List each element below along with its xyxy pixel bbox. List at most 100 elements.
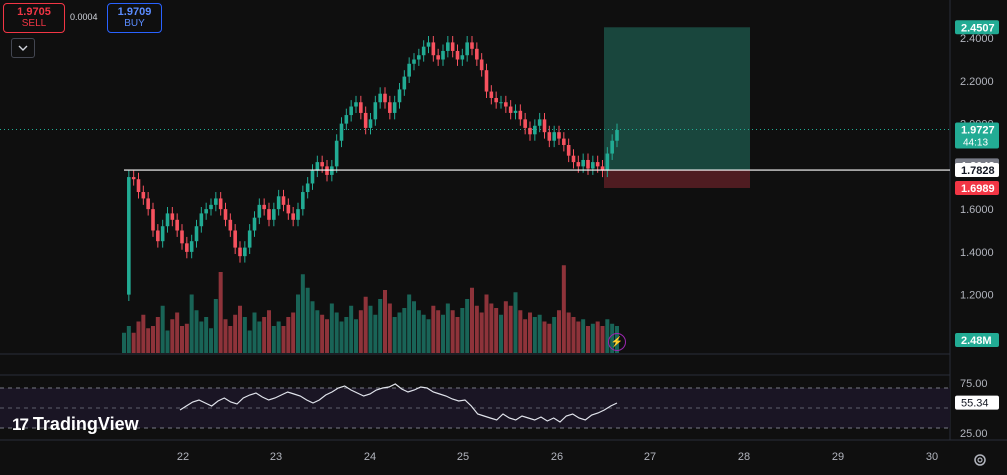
volume-bar (383, 290, 387, 353)
volume-bar (218, 272, 223, 353)
candle (194, 226, 199, 242)
lightning-icon[interactable]: ⚡ (608, 333, 626, 351)
volume-bar (600, 326, 605, 353)
position-tool[interactable] (0, 27, 950, 188)
time-tick-label: 30 (926, 451, 938, 463)
volume-bar (334, 312, 339, 353)
candle (383, 93, 387, 103)
volume-badge-label: 2.48M (961, 335, 992, 347)
stop-zone (604, 170, 750, 188)
candle (581, 159, 585, 167)
sell-label: SELL (21, 18, 47, 29)
candle (407, 63, 411, 77)
candle (276, 196, 281, 210)
candle (513, 110, 518, 113)
price-axis[interactable]: 2.60002.40002.20002.00001.80001.60001.40… (955, 0, 999, 440)
volume-bar (402, 308, 407, 353)
candle (610, 140, 614, 154)
candle (373, 102, 378, 120)
candle (156, 230, 160, 242)
rsi-indicator-pane[interactable] (0, 383, 950, 429)
volume-bar (160, 305, 165, 353)
rsi-tick-label: 75.00 (960, 378, 988, 390)
volume-bar (141, 314, 146, 353)
candle (431, 42, 436, 56)
candle (571, 155, 576, 163)
price-badge-label: 2.4507 (961, 22, 995, 34)
time-tick-label: 23 (270, 451, 282, 463)
volume-bar (576, 321, 581, 353)
time-tick-label: 22 (177, 451, 189, 463)
rsi-value-label: 55.34 (961, 398, 989, 410)
volume-bar (445, 303, 450, 353)
candle (320, 162, 324, 167)
volume-bar (586, 326, 590, 353)
volume-bar (412, 301, 416, 353)
volume-bar (537, 314, 542, 353)
candle (533, 125, 537, 135)
candle (417, 55, 421, 60)
volume-bar (455, 317, 460, 353)
candle (378, 93, 382, 103)
volume-bar (276, 321, 281, 353)
candle (368, 119, 373, 128)
candle (528, 127, 532, 135)
candle (586, 159, 590, 169)
candle (392, 102, 397, 113)
candle (475, 48, 479, 60)
volume-bar (252, 312, 257, 353)
candle (421, 46, 426, 56)
volume-bar (238, 305, 242, 353)
volume-bar (528, 312, 532, 353)
time-tick-label: 25 (457, 451, 469, 463)
candle (402, 76, 407, 90)
tv-logo-mark: 17 (12, 414, 29, 434)
candle (228, 219, 233, 231)
volume-bar (470, 287, 474, 353)
collapse-button[interactable] (11, 38, 35, 58)
gear-icon[interactable] (972, 452, 988, 468)
candle (504, 102, 508, 107)
candle (460, 55, 465, 60)
rsi-line (179, 383, 618, 423)
volume-bar (136, 321, 141, 353)
volume-bar (165, 330, 170, 353)
chevron-down-icon (18, 45, 28, 51)
volume-bar (542, 321, 547, 353)
sell-button[interactable]: 1.9705 SELL (3, 3, 65, 33)
target-zone (604, 27, 750, 171)
volume-bar (499, 314, 503, 353)
buy-button[interactable]: 1.9709 BUY (107, 3, 162, 33)
price-badge (955, 163, 999, 178)
volume-bar (155, 317, 160, 353)
candle (494, 97, 498, 103)
candle (426, 42, 431, 47)
candle (518, 110, 523, 120)
candle (484, 70, 489, 92)
volume-bar (407, 294, 412, 353)
volume-bar (513, 292, 518, 353)
volume-bar (474, 305, 479, 353)
candle (542, 119, 547, 133)
candle (344, 115, 349, 124)
time-axis[interactable]: 22 23 24 25 26 27 28 29 30 (177, 451, 938, 463)
candle (185, 243, 189, 252)
candle (397, 89, 402, 103)
volume-bar (300, 274, 305, 353)
sell-price: 1.9705 (17, 6, 51, 18)
volume-bar (494, 308, 499, 353)
volume-bar (378, 299, 383, 353)
volume-bar (184, 323, 189, 353)
candle (363, 112, 368, 128)
volume-series (122, 265, 619, 353)
volume-bar (291, 312, 296, 353)
candle (489, 91, 494, 98)
candle (131, 177, 136, 180)
candle (591, 162, 595, 169)
volume-bar (151, 326, 155, 353)
volume-bar (320, 314, 325, 353)
volume-bar (349, 305, 354, 353)
price-badge (955, 122, 999, 149)
candle (136, 179, 141, 193)
